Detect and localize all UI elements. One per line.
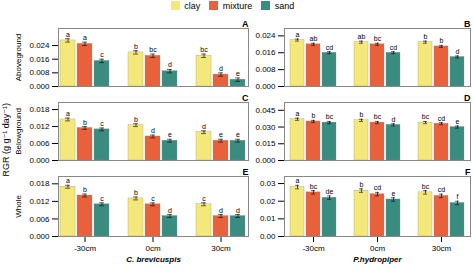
html-text:RGR (g g⁻¹ day⁻¹): RGR (g g⁻¹ day⁻¹): [1, 103, 11, 177]
svg-text:b: b: [360, 111, 364, 118]
svg-text:0.015: 0.015: [255, 139, 276, 148]
svg-text:0.006: 0.006: [29, 139, 50, 148]
svg-text:d: d: [219, 207, 223, 214]
svg-text:0.024: 0.024: [29, 41, 50, 50]
svg-text:c: c: [100, 195, 104, 202]
html-text:sand: sand: [274, 0, 295, 11]
svg-text:cd: cd: [438, 186, 446, 193]
svg-text:0.000: 0.000: [29, 156, 50, 164]
svg-text:cd: cd: [390, 44, 398, 51]
svg-text:-30cm: -30cm: [74, 244, 97, 253]
svg-text:Belowground: Belowground: [14, 108, 23, 155]
svg-text:b: b: [440, 37, 444, 44]
svg-text:0.018: 0.018: [29, 105, 50, 114]
svg-text:C: C: [242, 93, 249, 103]
svg-text:d: d: [168, 61, 172, 68]
svg-text:d: d: [168, 207, 172, 214]
svg-text:e: e: [236, 70, 240, 77]
svg-text:0.018: 0.018: [29, 179, 50, 188]
svg-text:0.016: 0.016: [29, 55, 50, 64]
svg-text:0.016: 0.016: [255, 48, 276, 57]
svg-text:a: a: [66, 31, 70, 38]
svg-text:b: b: [360, 181, 364, 188]
svg-text:0.030: 0.030: [255, 123, 276, 132]
svg-text:0.008: 0.008: [29, 68, 50, 77]
svg-text:c: c: [100, 120, 104, 127]
svg-text:bc: bc: [422, 183, 430, 190]
svg-text:b: b: [312, 112, 316, 119]
svg-text:d: d: [151, 127, 155, 134]
svg-text:0.00: 0.00: [260, 232, 276, 241]
svg-text:0.012: 0.012: [29, 197, 50, 206]
svg-text:0.01: 0.01: [260, 214, 276, 223]
svg-text:ab: ab: [310, 35, 318, 42]
svg-text:0.000: 0.000: [29, 82, 50, 90]
svg-text:0.03: 0.03: [260, 179, 276, 188]
svg-text:f: f: [457, 193, 459, 200]
svg-text:e: e: [168, 131, 172, 138]
svg-text:P.hydropiper: P.hydropiper: [353, 255, 402, 264]
svg-text:a: a: [296, 110, 300, 117]
svg-text:0.008: 0.008: [255, 65, 276, 74]
svg-text:bc: bc: [326, 113, 334, 120]
svg-text:e: e: [219, 131, 223, 138]
svg-text:ab: ab: [358, 33, 366, 40]
svg-text:c: c: [202, 195, 206, 202]
svg-text:bc: bc: [374, 113, 382, 120]
svg-text:0.02: 0.02: [260, 197, 276, 206]
svg-text:b: b: [134, 43, 138, 50]
html-text:mixture: mixture: [222, 0, 253, 11]
svg-text:Whole: Whole: [14, 195, 23, 218]
svg-text:cd: cd: [438, 115, 446, 122]
svg-text:b: b: [134, 189, 138, 196]
svg-text:a: a: [66, 177, 70, 184]
svg-text:b: b: [424, 33, 428, 40]
svg-text:bc: bc: [200, 46, 208, 53]
svg-text:-30cm: -30cm: [302, 244, 325, 253]
svg-text:d: d: [236, 207, 240, 214]
html-text:clay: clay: [184, 0, 201, 11]
svg-text:bc: bc: [374, 35, 382, 42]
svg-text:cd: cd: [326, 44, 334, 51]
svg-text:a: a: [83, 34, 87, 41]
svg-text:b: b: [83, 186, 87, 193]
svg-text:e: e: [236, 131, 240, 138]
svg-text:d: d: [392, 116, 396, 123]
svg-text:bc: bc: [422, 113, 430, 120]
svg-text:b: b: [134, 116, 138, 123]
svg-text:0.024: 0.024: [255, 31, 276, 40]
svg-text:0cm: 0cm: [145, 244, 160, 253]
svg-text:0cm: 0cm: [370, 244, 385, 253]
svg-text:Aboveground: Aboveground: [14, 34, 23, 82]
svg-text:E: E: [242, 167, 248, 177]
svg-text:0.012: 0.012: [29, 122, 50, 131]
svg-text:0.045: 0.045: [255, 106, 276, 115]
svg-text:30cm: 30cm: [432, 244, 452, 253]
svg-text:b: b: [83, 119, 87, 126]
svg-text:C. brevicuspis: C. brevicuspis: [126, 255, 181, 264]
svg-text:0.000: 0.000: [255, 82, 276, 90]
svg-text:e: e: [456, 118, 460, 125]
svg-text:c: c: [151, 195, 155, 202]
svg-text:B: B: [464, 19, 471, 29]
svg-text:d: d: [456, 48, 460, 55]
svg-text:a: a: [296, 31, 300, 38]
svg-text:D: D: [464, 93, 471, 103]
svg-text:d: d: [202, 123, 206, 130]
svg-text:bc: bc: [310, 183, 318, 190]
svg-text:de: de: [326, 188, 334, 195]
svg-text:c: c: [100, 51, 104, 58]
svg-text:0.006: 0.006: [29, 214, 50, 223]
svg-text:30cm: 30cm: [211, 244, 231, 253]
svg-text:d: d: [219, 65, 223, 72]
svg-text:0.000: 0.000: [255, 156, 276, 164]
svg-text:e: e: [392, 190, 396, 197]
svg-text:bc: bc: [149, 46, 157, 53]
svg-text:F: F: [465, 167, 471, 177]
svg-text:0.000: 0.000: [29, 232, 50, 241]
svg-text:cd: cd: [374, 184, 382, 191]
svg-text:A: A: [242, 19, 249, 29]
svg-text:a: a: [296, 177, 300, 184]
svg-text:a: a: [66, 110, 70, 117]
